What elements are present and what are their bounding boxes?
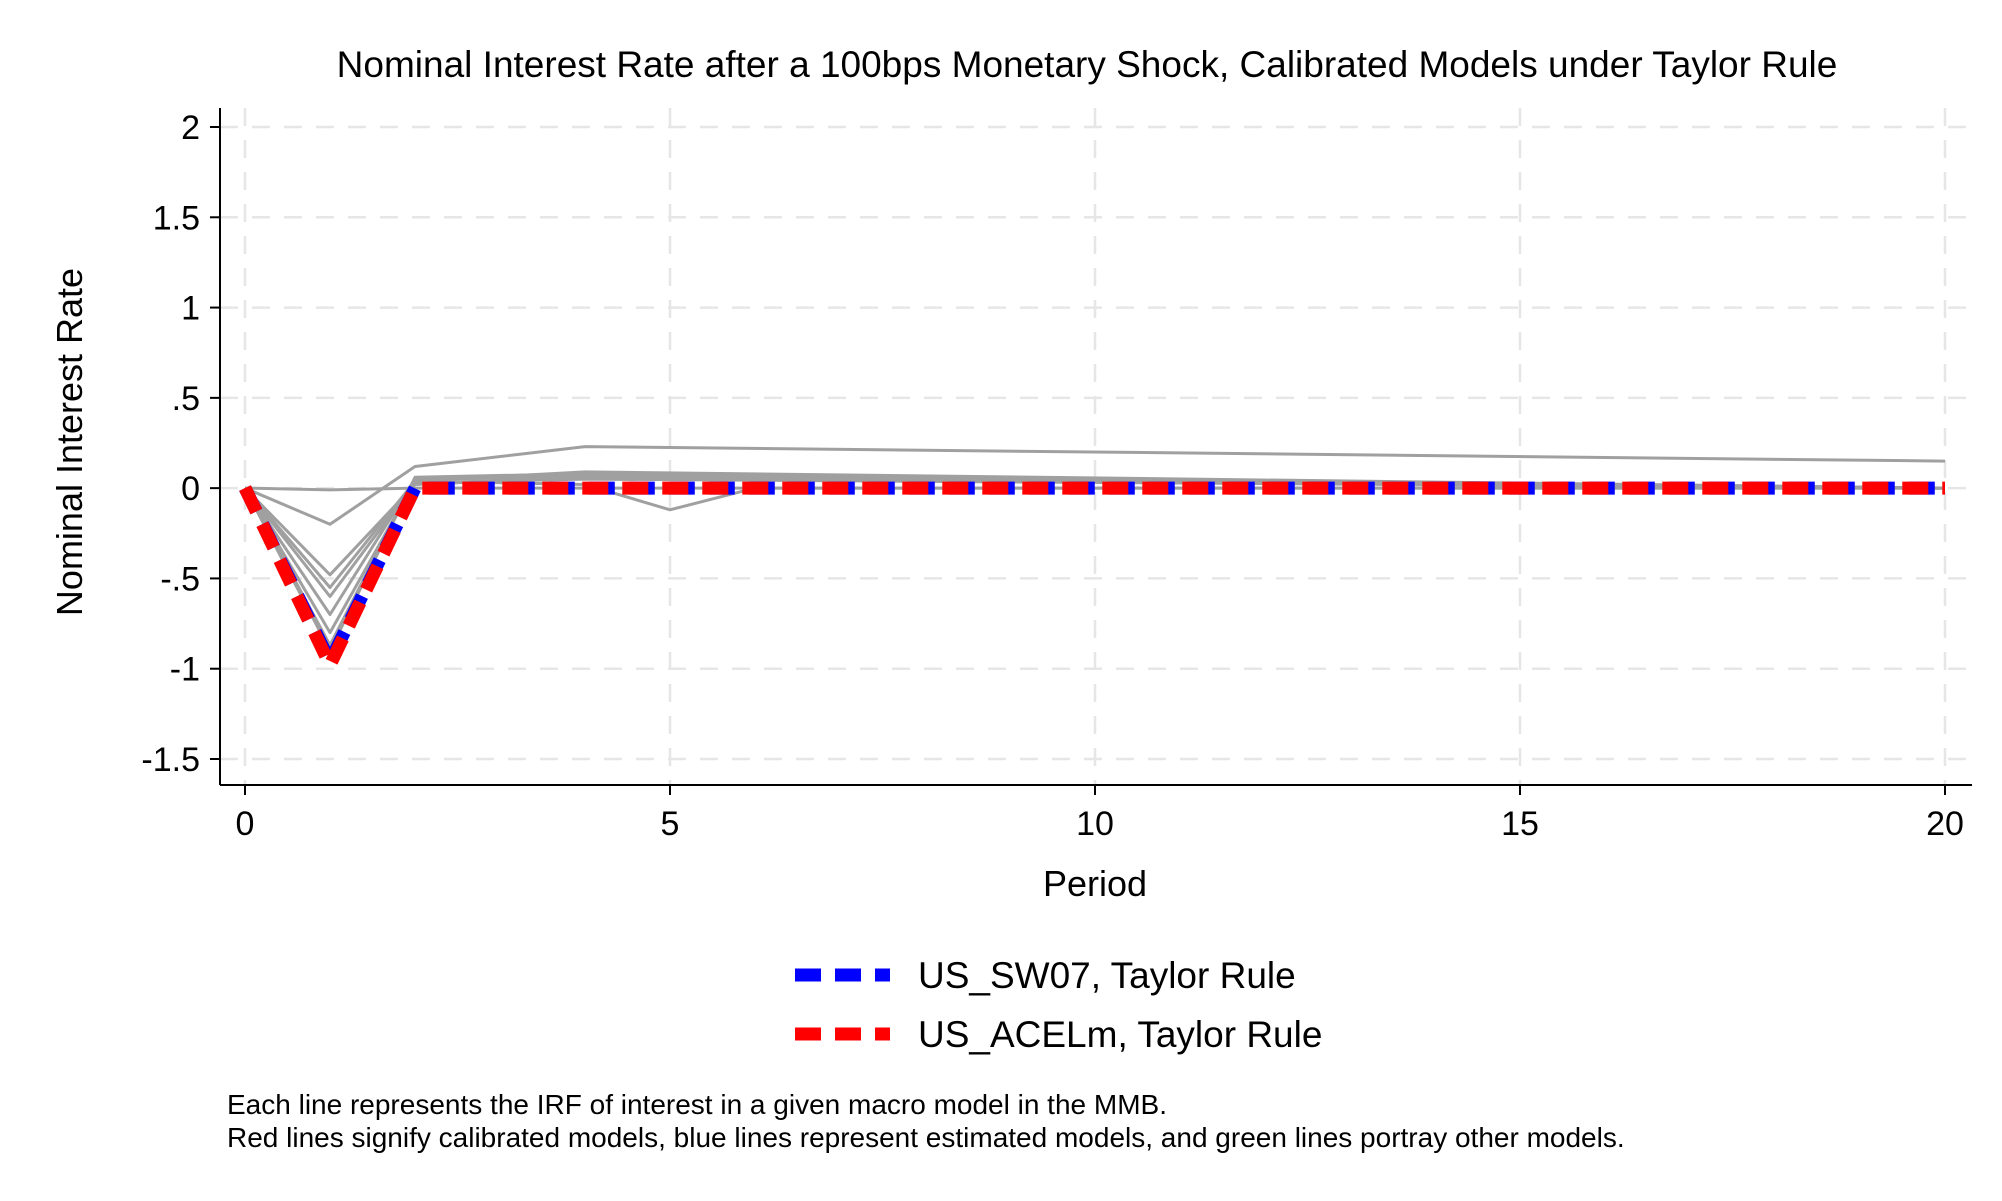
x-tick-label: 5 <box>661 805 680 843</box>
x-tick-label: 20 <box>1926 805 1964 843</box>
model-line <box>243 475 1946 577</box>
x-axis-title: Period <box>1043 863 1147 904</box>
y-tick-label: 0 <box>181 470 200 508</box>
note-line-1: Each line represents the IRF of interest… <box>227 1089 1167 1120</box>
y-tick-label: -1 <box>170 651 200 689</box>
y-tick-label: -1.5 <box>141 741 200 779</box>
x-tick-label: 10 <box>1076 805 1114 843</box>
note-line-2: Red lines signify calibrated models, blu… <box>227 1122 1625 1153</box>
model-line <box>243 470 1946 589</box>
x-tick-label: 0 <box>236 805 255 843</box>
y-tick-label: 1 <box>181 290 200 328</box>
y-axis-title: Nominal Interest Rate <box>49 268 90 616</box>
legend-label: US_ACELm, Taylor Rule <box>918 1014 1322 1055</box>
highlight-series-group <box>239 481 1945 681</box>
series-line-us-acelm <box>239 481 1945 681</box>
model-line <box>244 486 1945 492</box>
y-tick-label: 1.5 <box>153 199 200 237</box>
y-tick-label: -.5 <box>160 560 200 598</box>
y-tick-label: .5 <box>172 380 200 418</box>
y-tick-label: 2 <box>181 109 200 147</box>
x-tick-label: 15 <box>1501 805 1539 843</box>
model-line <box>244 445 1946 526</box>
legend-label: US_SW07, Taylor Rule <box>918 955 1296 996</box>
axes: 21.51.50-.5-1-1.50 5 10 15 20 <box>141 108 1972 843</box>
legend: US_SW07, Taylor Rule US_ACELm, Taylor Rul… <box>795 955 1322 1055</box>
chart-title: Nominal Interest Rate after a 100bps Mon… <box>337 44 1838 85</box>
